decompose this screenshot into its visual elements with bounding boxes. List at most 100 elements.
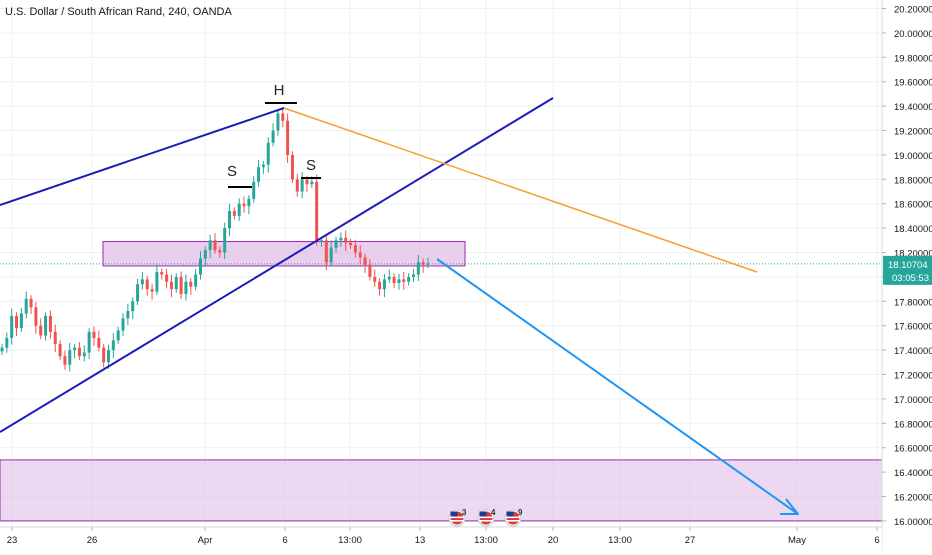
candle-body	[416, 262, 420, 275]
candle-body	[339, 237, 343, 241]
price-tick-label: 19.20000	[894, 127, 932, 138]
time-tick-label: 27	[685, 535, 696, 546]
flag-stripe-white	[479, 516, 493, 519]
candle-body	[421, 262, 425, 265]
time-tick-label: 13:00	[608, 535, 632, 546]
flag-canton	[479, 511, 487, 517]
current-price-badge-bg	[883, 255, 932, 285]
candle-body	[150, 289, 154, 292]
candle-body	[48, 315, 52, 332]
candle-body	[368, 264, 372, 277]
price-tick-label: 17.20000	[894, 371, 932, 382]
event-count: 9	[518, 508, 523, 517]
candle-body	[203, 250, 207, 259]
candle-body	[266, 142, 270, 165]
candle-body	[82, 352, 86, 357]
candle-body	[77, 347, 81, 357]
candle-body	[189, 281, 193, 287]
candle-body	[174, 276, 178, 290]
candle-body	[5, 337, 9, 348]
neckline-trendline[interactable]	[283, 107, 758, 273]
economic-events[interactable]: 3 4 9	[448, 508, 523, 527]
lower-trendline[interactable]	[0, 97, 554, 433]
candle-body	[344, 237, 348, 243]
candle-body	[97, 337, 101, 348]
candle-body	[324, 240, 328, 263]
price-tick-label: 18.20000	[894, 249, 932, 260]
price-tick-label: 18.80000	[894, 175, 932, 186]
time-tick-label: May	[788, 535, 806, 546]
candle-body	[426, 263, 430, 265]
price-tick-label: 20.00000	[894, 29, 932, 40]
candle-body	[92, 331, 96, 338]
candle-body	[111, 340, 115, 351]
candle-body	[58, 344, 62, 357]
candle-body	[213, 240, 217, 251]
candle-body	[237, 203, 241, 216]
left-shoulder-label: S	[227, 163, 237, 180]
candle-body	[136, 284, 140, 302]
candle-body	[300, 179, 304, 192]
price-tick-label: 19.60000	[894, 78, 932, 89]
price-tick-label: 18.60000	[894, 200, 932, 211]
flag-stripe-white	[506, 516, 520, 519]
candle-body	[160, 272, 164, 275]
current-price-value: 18.10704	[888, 260, 928, 271]
candle-body	[295, 179, 299, 192]
candle-body	[10, 315, 14, 338]
candle-body	[140, 279, 144, 285]
us-flag-icon[interactable]: 9	[504, 508, 523, 527]
price-tick-label: 17.40000	[894, 346, 932, 357]
price-tick-label: 18.40000	[894, 224, 932, 235]
time-tick-label: 13:00	[338, 535, 362, 546]
time-tick-label: Apr	[198, 535, 213, 546]
candle-body	[44, 315, 48, 336]
us-flag-icon[interactable]: 3	[448, 508, 467, 527]
candle-body	[276, 113, 280, 131]
candle-body	[411, 274, 415, 277]
candle-body	[29, 298, 33, 308]
candle-body	[387, 276, 391, 280]
head-shoulders-markers[interactable]	[228, 102, 321, 188]
candle-body	[382, 279, 386, 290]
price-tick-label: 20.20000	[894, 5, 932, 16]
time-tick-label: 26	[87, 535, 98, 546]
projection-arrow-head	[780, 498, 799, 515]
candle-body	[15, 315, 19, 329]
projection-arrow-line	[436, 258, 799, 515]
time-tick-label: 13:00	[474, 535, 498, 546]
candle-body	[242, 203, 246, 207]
projection-arrow[interactable]	[436, 258, 799, 515]
candle-body	[378, 281, 382, 290]
right-shoulder-label: S	[306, 157, 316, 174]
target-zone[interactable]	[0, 459, 883, 522]
candle-body	[155, 272, 159, 292]
resistance-zone[interactable]	[102, 241, 466, 267]
flag-canton	[506, 511, 514, 517]
candle-body	[198, 258, 202, 275]
time-axis-bg	[0, 527, 882, 550]
candle-body	[184, 281, 188, 294]
time-tick-label: 23	[7, 535, 18, 546]
candle-body	[290, 154, 294, 180]
candle-body	[106, 350, 111, 363]
candle-body	[315, 181, 319, 241]
candle-body	[373, 276, 377, 282]
current-price-badge: 18.10704 03:05:53	[883, 255, 932, 285]
candle-body	[39, 325, 43, 336]
candle-body	[121, 318, 125, 331]
us-flag-icon[interactable]: 4	[477, 508, 496, 527]
candle-body	[24, 298, 28, 314]
candle-body	[126, 311, 130, 319]
time-axis[interactable]: 23 26 Apr 6 13:00 13 13:00 20 13:00 27 May 6	[0, 526, 882, 550]
candle-body	[281, 113, 285, 121]
candle-body	[228, 211, 232, 229]
flag-stripe-white	[506, 520, 520, 522]
time-tick-label: 20	[548, 535, 559, 546]
upper-trendline[interactable]	[0, 107, 285, 206]
candle-body	[223, 228, 227, 253]
candle-body	[407, 276, 411, 282]
candle-body	[358, 252, 362, 258]
